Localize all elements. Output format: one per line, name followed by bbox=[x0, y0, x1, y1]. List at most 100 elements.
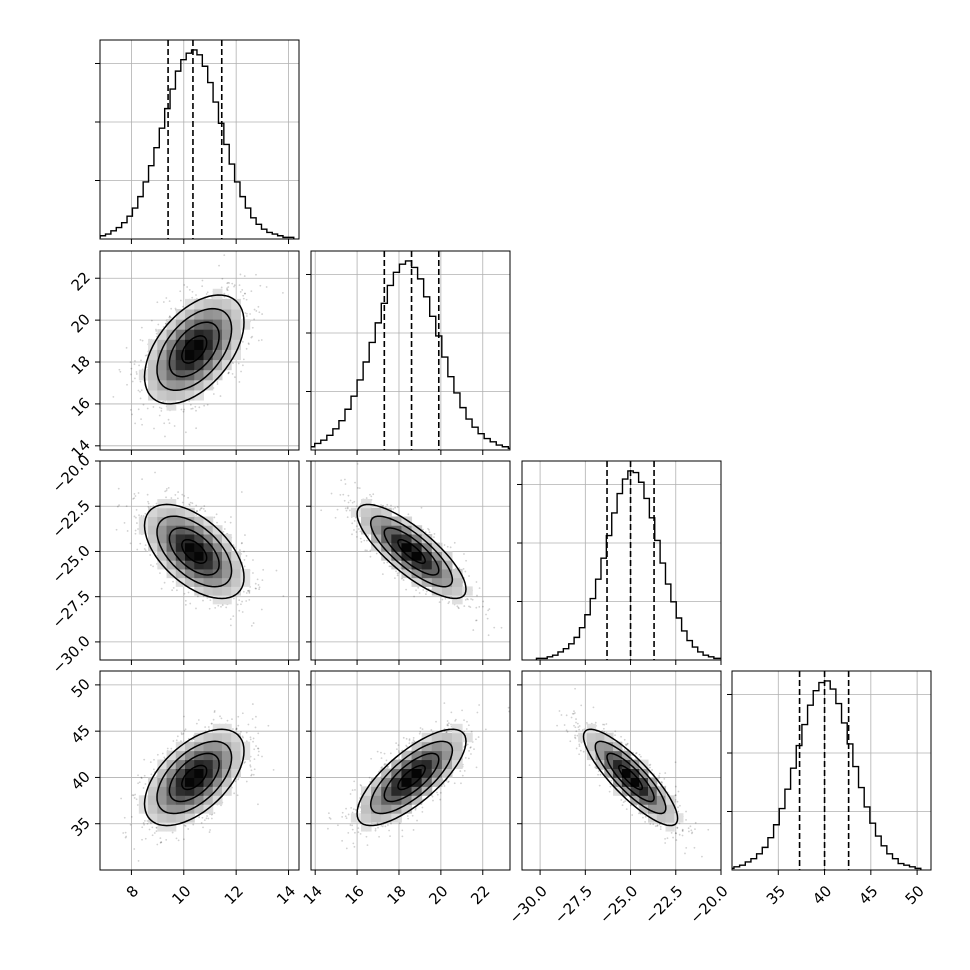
scatter-point bbox=[233, 792, 236, 795]
scatter-point bbox=[346, 516, 349, 519]
scatter-point bbox=[175, 837, 178, 840]
scatter-point bbox=[241, 611, 244, 613]
scatter-point bbox=[475, 581, 478, 583]
histogram-0 bbox=[100, 49, 295, 239]
scatter-point bbox=[354, 481, 356, 484]
scatter-point bbox=[369, 555, 372, 558]
scatter-point bbox=[134, 529, 137, 532]
density-cell bbox=[231, 319, 241, 330]
scatter-point bbox=[351, 533, 353, 536]
scatter-point bbox=[216, 521, 218, 524]
density-cell bbox=[203, 349, 214, 361]
scatter-point bbox=[155, 502, 158, 505]
scatter-point bbox=[260, 608, 263, 611]
density-cell bbox=[212, 298, 223, 310]
scatter-point bbox=[344, 507, 347, 510]
scatter-point bbox=[257, 754, 260, 757]
density-cell bbox=[175, 379, 186, 391]
scatter-point bbox=[348, 509, 351, 512]
scatter-point bbox=[212, 393, 215, 395]
density-cell bbox=[212, 568, 223, 579]
scatter-point bbox=[123, 521, 126, 524]
scatter-point bbox=[253, 308, 256, 311]
scatter-point bbox=[339, 493, 342, 496]
scatter-point bbox=[252, 559, 254, 561]
density-cell bbox=[231, 560, 241, 570]
scatter-point bbox=[201, 279, 204, 282]
scatter-point bbox=[359, 537, 362, 540]
density-cell bbox=[166, 551, 177, 561]
scatter-point bbox=[131, 380, 134, 383]
scatter-point bbox=[488, 608, 491, 610]
scatter-point bbox=[365, 539, 368, 542]
scatter-point bbox=[475, 619, 478, 622]
density-cell bbox=[138, 369, 149, 381]
scatter-point bbox=[183, 715, 185, 718]
scatter-point bbox=[216, 383, 219, 385]
scatter-point bbox=[223, 254, 226, 257]
density-cell bbox=[391, 542, 402, 552]
scatter-point bbox=[238, 381, 241, 383]
scatter-point bbox=[206, 403, 209, 406]
scatter-point bbox=[153, 832, 156, 834]
scatter-point bbox=[159, 841, 162, 844]
scatter-point bbox=[129, 373, 132, 376]
scatter-point bbox=[381, 573, 384, 576]
density-cell bbox=[175, 533, 186, 544]
scatter-point bbox=[139, 338, 142, 341]
scatter-point bbox=[253, 768, 256, 771]
scatter-point bbox=[223, 292, 226, 295]
y-tick-label: 18 bbox=[68, 352, 94, 378]
scatter-point bbox=[153, 427, 155, 430]
scatter-point bbox=[234, 376, 236, 379]
density-cell bbox=[185, 551, 195, 561]
density-cell bbox=[411, 533, 423, 544]
scatter-point bbox=[195, 514, 197, 517]
density-cell bbox=[203, 308, 214, 320]
scatter-point bbox=[240, 491, 243, 493]
scatter-point bbox=[396, 574, 399, 577]
scatter-point bbox=[417, 586, 420, 589]
scatter-point bbox=[233, 284, 236, 287]
scatter-point bbox=[465, 559, 467, 562]
y-tick-label: −30.0 bbox=[49, 632, 94, 677]
scatter-point bbox=[245, 592, 248, 594]
scatter-point bbox=[482, 605, 484, 608]
scatter-point bbox=[170, 307, 173, 310]
scatter-point bbox=[396, 572, 399, 575]
density-cell bbox=[231, 349, 241, 361]
density-cell bbox=[166, 319, 177, 330]
scatter-point bbox=[149, 505, 152, 508]
scatter-point bbox=[135, 373, 138, 375]
density-cell bbox=[212, 577, 223, 587]
density-cell bbox=[421, 551, 433, 561]
scatter-point bbox=[180, 408, 183, 411]
density-cell bbox=[194, 339, 205, 350]
scatter-point bbox=[125, 346, 128, 349]
scatter-point bbox=[425, 590, 428, 593]
scatter-point bbox=[251, 326, 254, 329]
scatter-point bbox=[219, 395, 222, 397]
scatter-point bbox=[343, 499, 346, 502]
scatter-point bbox=[382, 504, 384, 507]
scatter-point bbox=[229, 618, 232, 621]
scatter-point bbox=[393, 577, 396, 580]
scatter-point bbox=[132, 497, 135, 500]
scatter-point bbox=[493, 626, 496, 629]
scatter-point bbox=[195, 504, 198, 507]
density-cell bbox=[212, 542, 223, 552]
scatter-point bbox=[243, 565, 246, 568]
scatter-point bbox=[195, 607, 197, 610]
scatter-point bbox=[448, 601, 451, 603]
scatter-point bbox=[252, 572, 254, 574]
scatter-point bbox=[334, 516, 337, 519]
density-cell bbox=[221, 298, 232, 310]
scatter-point bbox=[188, 504, 191, 506]
scatter-point bbox=[250, 336, 253, 339]
scatter-point bbox=[475, 619, 477, 622]
scatter-point bbox=[231, 373, 234, 375]
scatter-point bbox=[183, 592, 186, 595]
scatter-point bbox=[402, 579, 405, 581]
density-cell bbox=[166, 339, 177, 350]
